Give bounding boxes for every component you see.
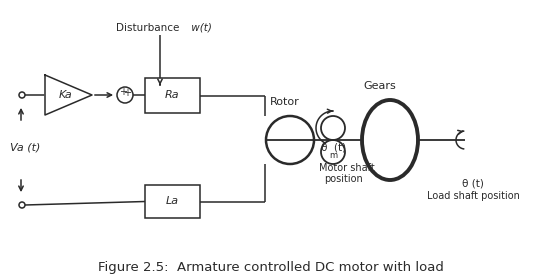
- Ellipse shape: [362, 100, 418, 180]
- Text: Motor shaft: Motor shaft: [319, 163, 375, 173]
- Text: Disturbance: Disturbance: [116, 23, 180, 33]
- Text: θ  (t): θ (t): [321, 143, 346, 153]
- Polygon shape: [45, 75, 92, 115]
- Text: position: position: [324, 174, 363, 184]
- Text: La: La: [166, 197, 179, 207]
- Text: θ (t): θ (t): [462, 179, 484, 189]
- Text: Ra: Ra: [165, 91, 180, 101]
- Text: Ka: Ka: [58, 90, 72, 100]
- Text: m: m: [329, 152, 337, 160]
- Text: Gears: Gears: [364, 81, 397, 91]
- Bar: [145, 78, 200, 113]
- Text: Figure 2.5:  Armature controlled DC motor with load: Figure 2.5: Armature controlled DC motor…: [97, 262, 444, 274]
- Text: +: +: [123, 88, 131, 98]
- Text: Load shaft position: Load shaft position: [426, 191, 519, 201]
- Text: Rotor: Rotor: [270, 97, 300, 107]
- Text: w(t): w(t): [188, 23, 212, 33]
- Text: Va (t): Va (t): [10, 143, 41, 153]
- Text: +: +: [119, 87, 127, 97]
- Bar: [145, 185, 200, 218]
